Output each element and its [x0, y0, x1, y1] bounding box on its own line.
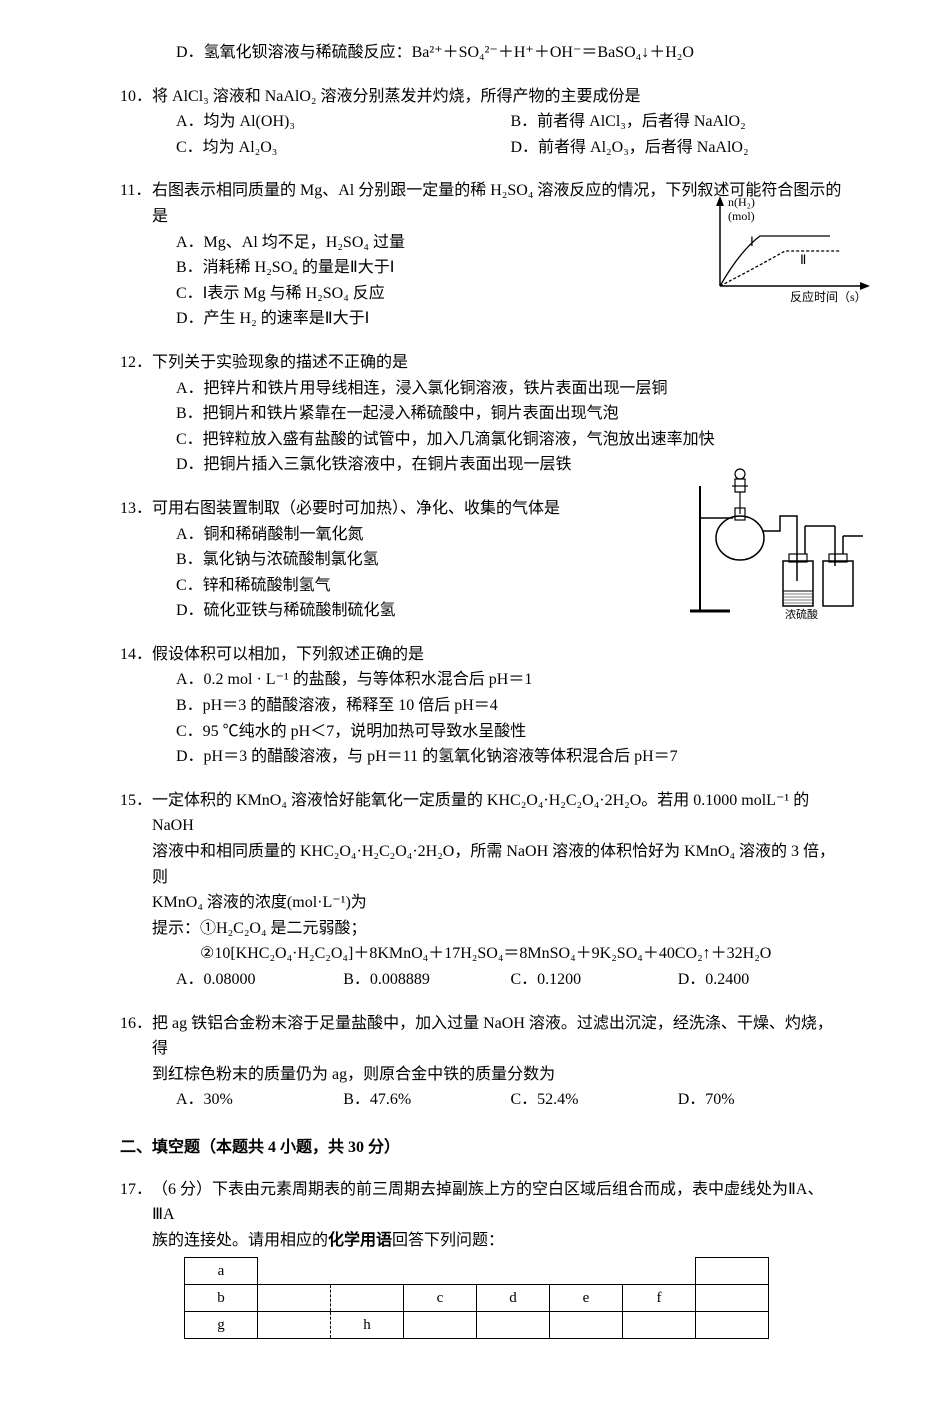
q13-apparatus-figure: 浓硫酸 [685, 466, 875, 621]
empty-cell [550, 1258, 623, 1285]
empty-cell [331, 1258, 404, 1285]
question-number: 12． [120, 350, 152, 376]
curve-2-label: Ⅱ [800, 252, 806, 267]
question-stem: 假设体积可以相加，下列叙述正确的是 [152, 642, 845, 668]
empty-cell [258, 1312, 331, 1339]
q14-option-a: A．0.2 mol · L⁻¹ 的盐酸，与等体积水混合后 pH＝1 [176, 667, 845, 693]
q10-option-d: D．前者得 Al₂O₃，后者得 NaAlO₂ [511, 135, 846, 161]
stem-bold: 化学用语 [328, 1232, 392, 1249]
q14-option-c: C．95 ℃纯水的 pH＜7，说明加热可导致水呈酸性 [176, 719, 845, 745]
stem-post: 回答下列问题： [392, 1232, 504, 1249]
question-number: 17． [120, 1177, 152, 1228]
question-13: 13． 可用右图装置制取（必要时可加热）、净化、收集的气体是 A．铜和稀硝酸制一… [120, 496, 845, 624]
question-number: 15． [120, 788, 152, 839]
table-row: b c d e f [185, 1285, 769, 1312]
question-stem-line1: 一定体积的 KMnO₄ 溶液恰好能氧化一定质量的 KHC₂O₄·H₂C₂O₄·2… [152, 788, 845, 839]
q16-option-b: B．47.6% [343, 1087, 510, 1113]
q16-option-a: A．30% [176, 1087, 343, 1113]
empty-cell [550, 1312, 623, 1339]
empty-cell [404, 1312, 477, 1339]
cell-g: g [185, 1312, 258, 1339]
option-label: D． [176, 44, 204, 61]
q16-option-d: D．70% [678, 1087, 845, 1113]
periodic-table-fragment: a b c d e f g h [184, 1257, 769, 1339]
empty-cell [623, 1258, 696, 1285]
table-row: a [185, 1258, 769, 1285]
q15-option-a: A．0.08000 [176, 967, 343, 993]
empty-cell [258, 1285, 331, 1312]
cell-f: f [623, 1285, 696, 1312]
q15-option-c: C．0.1200 [511, 967, 678, 993]
question-number: 10． [120, 84, 152, 110]
stem-pre: 族的连接处。请用相应的 [152, 1232, 328, 1249]
question-15: 15． 一定体积的 KMnO₄ 溶液恰好能氧化一定质量的 KHC₂O₄·H₂C₂… [120, 788, 845, 993]
q10-option-a: A．均为 Al(OH)₃ [176, 109, 511, 135]
hint-label: 提示： [152, 920, 200, 937]
question-stem-line2: 到红棕色粉末的质量仍为 ag，则原合金中铁的质量分数为 [120, 1062, 845, 1088]
section-2-title: 二、填空题（本题共 4 小题，共 30 分） [120, 1135, 845, 1161]
hint-2: ②10[KHC₂O₄·H₂C₂O₄]＋8KMnO₄＋17H₂SO₄＝8MnSO₄… [120, 941, 845, 967]
cell-h: h [331, 1312, 404, 1339]
empty-cell [623, 1312, 696, 1339]
y-axis-unit: (mol) [728, 209, 755, 223]
question-stem-line1: 把 ag 铁铝合金粉末溶于足量盐酸中，加入过量 NaOH 溶液。过滤出沉淀，经洗… [152, 1011, 845, 1062]
table-row: g h [185, 1312, 769, 1339]
cell-c: c [404, 1285, 477, 1312]
question-9-tail: D．氢氧化钡溶液与稀硫酸反应：Ba²⁺＋SO₄²⁻＋H⁺＋OH⁻＝BaSO₄↓＋… [120, 40, 845, 66]
q15-option-b: B．0.008889 [343, 967, 510, 993]
option-text: 氢氧化钡溶液与稀硫酸反应：Ba²⁺＋SO₄²⁻＋H⁺＋OH⁻＝BaSO₄↓＋H₂… [204, 44, 694, 61]
question-number: 16． [120, 1011, 152, 1062]
wash-bottle-label: 浓硫酸 [785, 607, 818, 621]
question-stem-line1: （6 分）下表由元素周期表的前三周期去掉副族上方的空白区域后组合而成，表中虚线处… [152, 1177, 845, 1228]
question-11: 11． 右图表示相同质量的 Mg、Al 分别跟一定量的稀 H₂SO₄ 溶液反应的… [120, 178, 845, 332]
q11-graph-figure: n(H₂) (mol) Ⅰ Ⅱ 反应时间（s） [700, 196, 875, 306]
x-axis-label: 反应时间（s） [790, 289, 867, 304]
question-14: 14． 假设体积可以相加，下列叙述正确的是 A．0.2 mol · L⁻¹ 的盐… [120, 642, 845, 770]
question-number: 13． [120, 496, 152, 522]
question-stem: 将 AlCl₃ 溶液和 NaAlO₂ 溶液分别蒸发并灼烧，所得产物的主要成份是 [152, 84, 845, 110]
empty-cell [258, 1258, 331, 1285]
q16-option-c: C．52.4% [511, 1087, 678, 1113]
q10-option-b: B．前者得 AlCl₃，后者得 NaAlO₂ [511, 109, 846, 135]
cell-a: a [185, 1258, 258, 1285]
empty-cell [696, 1258, 769, 1285]
question-17: 17． （6 分）下表由元素周期表的前三周期去掉副族上方的空白区域后组合而成，表… [120, 1177, 845, 1340]
empty-cell [477, 1258, 550, 1285]
question-stem: 下列关于实验现象的描述不正确的是 [152, 350, 845, 376]
q14-option-d: D．pH＝3 的醋酸溶液，与 pH＝11 的氢氧化钠溶液等体积混合后 pH＝7 [176, 744, 845, 770]
q10-option-c: C．均为 Al₂O₃ [176, 135, 511, 161]
hint-1: ①H₂C₂O₄ 是二元弱酸； [200, 920, 367, 937]
empty-cell [477, 1312, 550, 1339]
empty-cell [331, 1285, 404, 1312]
q11-option-d: D．产生 H₂ 的速率是Ⅱ大于Ⅰ [176, 306, 845, 332]
cell-d: d [477, 1285, 550, 1312]
cell-b: b [185, 1285, 258, 1312]
q12-option-c: C．把锌粒放入盛有盐酸的试管中，加入几滴氯化铜溶液，气泡放出速率加快 [176, 427, 845, 453]
y-axis-label: n(H₂) [728, 196, 755, 209]
question-10: 10． 将 AlCl₃ 溶液和 NaAlO₂ 溶液分别蒸发并灼烧，所得产物的主要… [120, 84, 845, 161]
q12-option-b: B．把铜片和铁片紧靠在一起浸入稀硫酸中，铜片表面出现气泡 [176, 401, 845, 427]
question-number: 14． [120, 642, 152, 668]
question-12: 12． 下列关于实验现象的描述不正确的是 A．把锌片和铁片用导线相连，浸入氯化铜… [120, 350, 845, 478]
q12-option-a: A．把锌片和铁片用导线相连，浸入氯化铜溶液，铁片表面出现一层铜 [176, 376, 845, 402]
q9-option-d: D．氢氧化钡溶液与稀硫酸反应：Ba²⁺＋SO₄²⁻＋H⁺＋OH⁻＝BaSO₄↓＋… [120, 40, 845, 66]
exam-page: D．氢氧化钡溶液与稀硫酸反应：Ba²⁺＋SO₄²⁻＋H⁺＋OH⁻＝BaSO₄↓＋… [0, 0, 945, 1407]
curve-1-label: Ⅰ [750, 234, 754, 249]
cell-e: e [550, 1285, 623, 1312]
question-stem-line2: 溶液中和相同质量的 KHC₂O₄·H₂C₂O₄·2H₂O，所需 NaOH 溶液的… [120, 839, 845, 890]
empty-cell [696, 1285, 769, 1312]
question-stem-line3: KMnO₄ 溶液的浓度(mol·L⁻¹)为 [120, 890, 845, 916]
question-number: 11． [120, 178, 152, 229]
question-16: 16． 把 ag 铁铝合金粉末溶于足量盐酸中，加入过量 NaOH 溶液。过滤出沉… [120, 1011, 845, 1113]
q15-option-d: D．0.2400 [678, 967, 845, 993]
question-stem-line2: 族的连接处。请用相应的化学用语回答下列问题： [120, 1228, 845, 1254]
q14-option-b: B．pH＝3 的醋酸溶液，稀释至 10 倍后 pH＝4 [176, 693, 845, 719]
empty-cell [404, 1258, 477, 1285]
empty-cell [696, 1312, 769, 1339]
